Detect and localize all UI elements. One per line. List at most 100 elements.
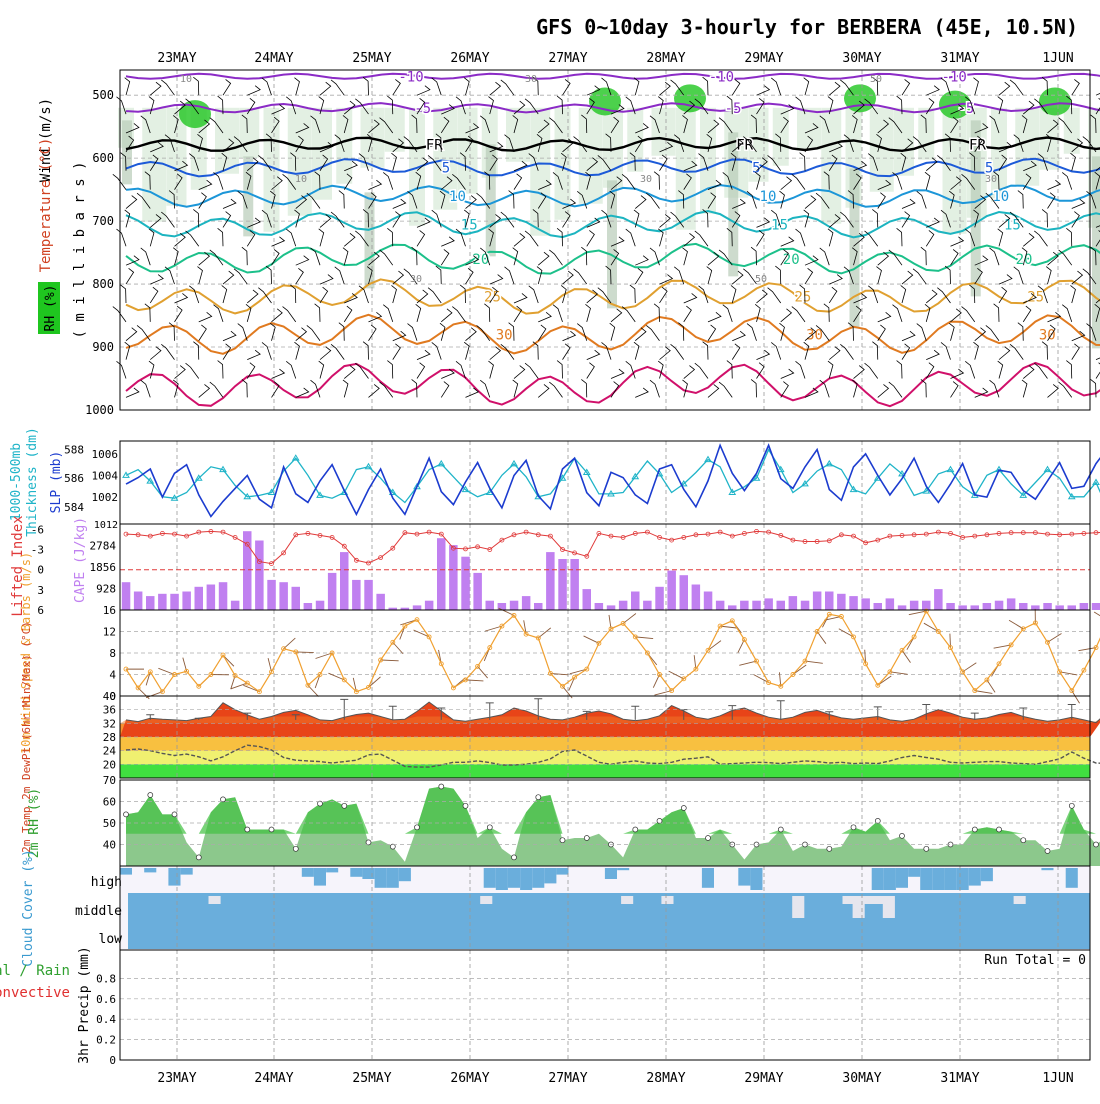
wind-barb <box>218 361 223 379</box>
lifted-index-tick: 3 <box>37 584 44 597</box>
rh2m-point <box>851 825 856 830</box>
temperature-tick: 24 <box>103 745 117 758</box>
precip-frame <box>120 950 1090 1060</box>
wind-barb <box>635 388 648 398</box>
wind-barb <box>294 342 299 360</box>
wind-barb-10m <box>994 645 1012 648</box>
cape-bar <box>631 592 640 611</box>
cloud-middle-low-band <box>128 893 1090 949</box>
wind-barb-10m <box>739 661 756 665</box>
thickness-full-label: 1000-500mb Thickness (dm) <box>3 474 5 489</box>
cape-bar <box>304 603 313 610</box>
date-label-bottom: 29MAY <box>744 1071 783 1086</box>
wind-barb <box>602 342 612 359</box>
wind-barb <box>563 344 571 360</box>
cape-bar <box>667 571 676 610</box>
cape-bar <box>898 605 907 610</box>
cloud-high-bar <box>896 868 908 888</box>
wind-barb <box>973 78 978 96</box>
cape-bar <box>570 559 579 610</box>
rh-shade-dark <box>243 156 253 236</box>
rh-shade <box>652 108 676 156</box>
slp-tick: 1006 <box>92 448 119 461</box>
cloud-high-bar <box>168 868 180 886</box>
wind-barb <box>757 350 770 360</box>
cape-bar <box>619 601 628 610</box>
wind-barb <box>925 172 930 190</box>
wind-barb <box>1010 344 1023 359</box>
wind-barb <box>197 267 202 285</box>
wind-barb <box>218 228 223 246</box>
rh-contour-label: 50 <box>755 274 767 285</box>
precip-tick: 0.2 <box>96 1034 116 1047</box>
lifted-index-tick: 0 <box>37 564 44 577</box>
wind-barb <box>757 218 770 228</box>
rh2m-point <box>1094 842 1099 847</box>
cloud-middle-gap <box>209 896 221 904</box>
wind-barb <box>513 248 518 266</box>
rh2m-point <box>293 846 298 851</box>
wind-barb <box>549 382 562 397</box>
rh2m-point <box>778 827 783 832</box>
wind-barb <box>513 380 518 398</box>
wind-barb <box>650 380 660 397</box>
wind-barb <box>872 342 877 360</box>
temperature-tick: 36 <box>103 704 116 717</box>
wind-barb <box>1023 233 1034 246</box>
cloud-high-bar <box>362 868 374 879</box>
wind-barb-10m <box>1048 633 1062 642</box>
cape-bar <box>716 601 725 610</box>
wind-barb <box>286 229 296 246</box>
wind-barb-10m <box>655 691 672 695</box>
isotherm-label: 5 <box>442 161 450 177</box>
cloud-high-bar <box>932 868 944 890</box>
wind-barb <box>611 369 624 379</box>
cape-bar <box>886 598 895 610</box>
wind-barb <box>488 361 493 379</box>
wind-barb <box>387 361 392 379</box>
wind-barb-10m <box>669 671 684 679</box>
wind-barb <box>296 256 309 266</box>
pressure-tick: 900 <box>92 340 114 354</box>
cloud-high-bar <box>544 868 556 883</box>
wind-barb <box>626 229 636 246</box>
wind-barb <box>630 285 635 303</box>
wind-barb <box>150 275 163 285</box>
wind-barb <box>973 342 978 360</box>
wind-barb <box>829 287 837 303</box>
wind-barb <box>771 342 781 359</box>
cloud-high-bar <box>617 868 629 870</box>
wind-barb <box>428 288 441 303</box>
temperature-tick: 32 <box>103 717 116 730</box>
cloud-middle-gap <box>621 896 633 904</box>
cloud-high-bar <box>181 868 193 875</box>
isotherm-label: 15 <box>1004 217 1021 233</box>
rh2m-point <box>172 812 177 817</box>
wind-barb-10m <box>805 661 823 663</box>
wind-barb <box>223 199 236 209</box>
wind-barb <box>634 78 639 96</box>
wind-barb <box>804 210 809 228</box>
wind-barb <box>452 307 465 322</box>
wind-barb <box>117 361 127 378</box>
chart-title: GFS 0~10day 3-hourly for BERBERA (45E, 1… <box>536 15 1078 39</box>
slp-axis-label: SLP (mb) <box>49 451 64 514</box>
rh2m-point <box>1021 838 1026 843</box>
cape-bar <box>522 596 531 610</box>
wind-barb <box>214 172 224 189</box>
wind-tick: 4 <box>109 669 116 682</box>
wind-barb <box>161 80 174 95</box>
rh-contour-label: 30 <box>985 174 997 185</box>
pressure-tick: 800 <box>92 277 114 291</box>
wind-barb <box>732 344 740 360</box>
wind-barb <box>141 248 151 265</box>
cape-bar <box>680 575 689 610</box>
cape-bar <box>643 601 652 610</box>
cape-bar <box>425 601 434 610</box>
rh-shade <box>215 108 239 174</box>
date-label-top: 28MAY <box>646 51 685 66</box>
cloud-high-bar <box>605 868 617 879</box>
wind-barb-10m <box>890 672 908 675</box>
wind-barb <box>223 271 234 284</box>
wind-barb <box>768 288 781 303</box>
